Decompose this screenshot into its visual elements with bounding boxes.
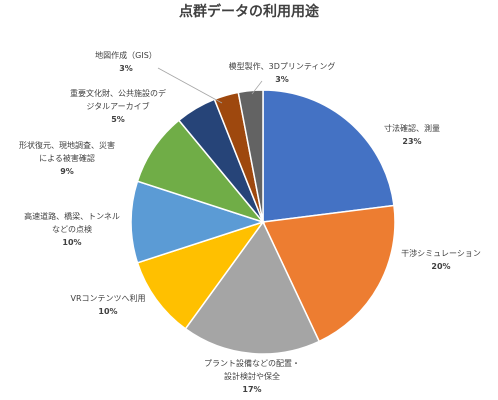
- data-label-percent: 10%: [98, 307, 117, 316]
- pie-slice-3: [184, 220, 321, 355]
- data-label-text: 模型製作、3Dプリンティング: [229, 61, 336, 71]
- data-label-percent: 23%: [402, 137, 421, 146]
- leader-line-9: [251, 80, 263, 95]
- data-label-text: 干渉シミュレーション: [401, 248, 481, 258]
- chart-title: 点群データの利用用途: [179, 3, 320, 20]
- data-label-text: 地図作成（GIS）: [95, 50, 157, 60]
- data-label-4: VRコンテンツへ利用 10%: [70, 293, 145, 316]
- data-label-text: VRコンテンツへ利用: [70, 293, 145, 303]
- data-label-text: 寸法確認、測量: [384, 123, 440, 133]
- data-label-text: プラント設備などの配置・: [204, 358, 300, 368]
- pie-slice-5: [130, 180, 266, 264]
- pie-slice-1: [262, 89, 395, 223]
- data-label-1: 寸法確認、測量 23%: [384, 123, 440, 146]
- data-label-text: 高速道路、橋梁、トンネル: [24, 211, 120, 221]
- data-label-text: による被害確認: [39, 153, 95, 163]
- data-label-text: ジタルアーカイブ: [86, 101, 149, 111]
- data-label-percent: 5%: [111, 115, 125, 124]
- data-label-percent: 3%: [275, 75, 289, 84]
- data-label-6: 形状復元、現地調査、災害による被害確認 9%: [19, 140, 115, 176]
- data-label-9: 模型製作、3Dプリンティング 3%: [229, 61, 336, 84]
- data-label-2: 干渉シミュレーション 20%: [401, 248, 481, 271]
- pie-slice-4: [136, 220, 265, 330]
- data-label-text: 重要文化財、公共施設のデ: [70, 88, 166, 98]
- data-label-percent: 10%: [62, 238, 81, 247]
- data-label-percent: 3%: [119, 64, 133, 73]
- data-label-text: 形状復元、現地調査、災害: [19, 140, 115, 150]
- data-label-percent: 17%: [242, 385, 261, 394]
- data-label-3: プラント設備などの配置・設計検討や保全 17%: [204, 358, 300, 394]
- data-label-8: 地図作成（GIS） 3%: [95, 50, 157, 73]
- leader-line-8: [157, 67, 223, 104]
- pie-slice-2: [261, 204, 396, 343]
- data-label-text: などの点検: [52, 224, 92, 234]
- data-label-percent: 20%: [431, 262, 450, 271]
- data-label-5: 高速道路、橋梁、トンネルなどの点検 10%: [24, 211, 120, 247]
- data-label-7: 重要文化財、公共施設のデジタルアーカイブ 5%: [70, 88, 166, 124]
- data-label-text: 設計検討や保全: [224, 371, 280, 381]
- data-label-percent: 9%: [60, 167, 74, 176]
- pie-slice-9: [237, 89, 264, 223]
